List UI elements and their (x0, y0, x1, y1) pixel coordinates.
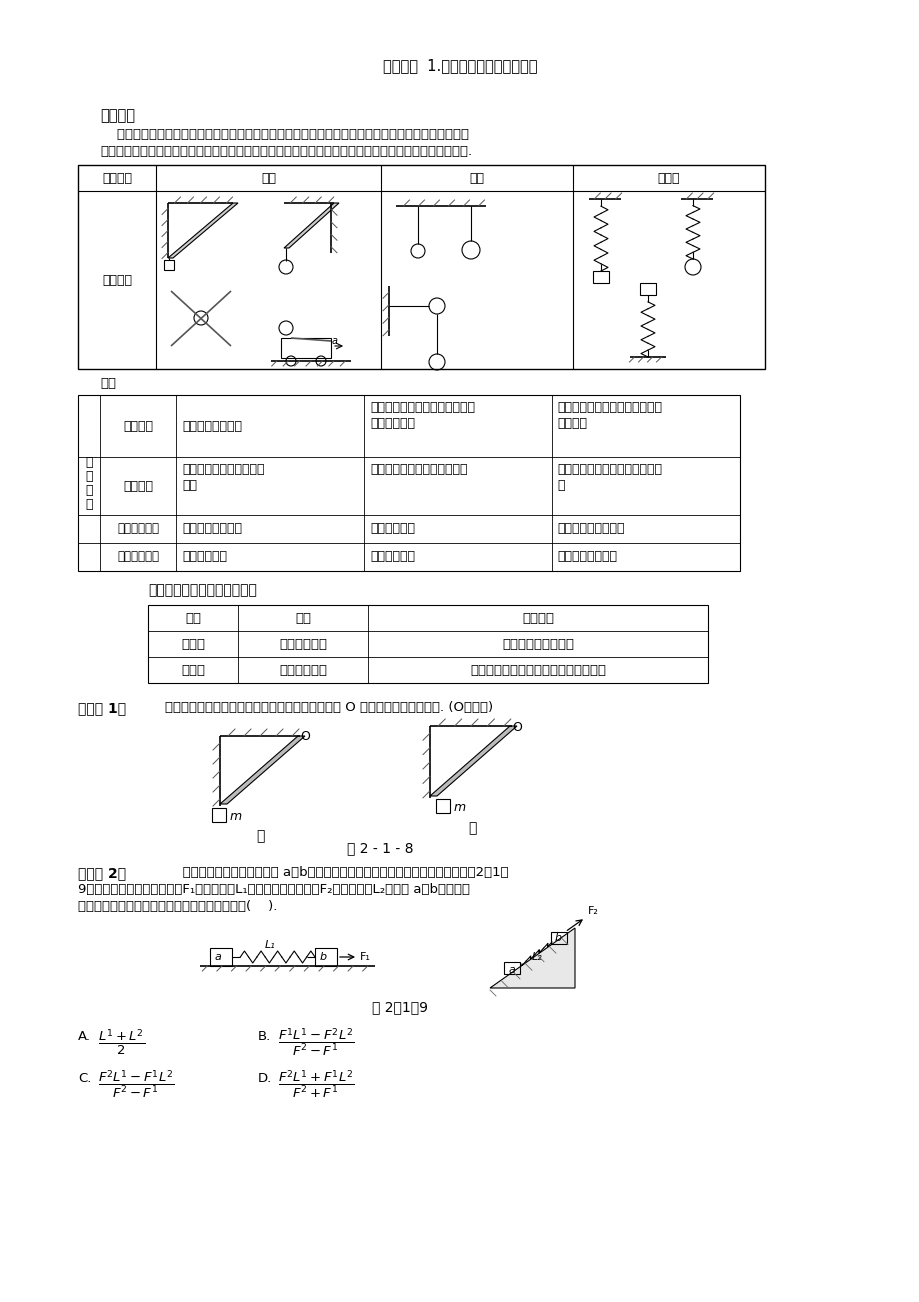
Text: 作用效果特点: 作用效果特点 (117, 522, 159, 535)
Text: 型: 型 (85, 470, 93, 483)
Bar (78, 165, 765, 368)
Text: 图 2－1－9: 图 2－1－9 (371, 1000, 427, 1014)
Text: 大小突变特点: 大小突变特点 (117, 551, 159, 564)
Text: O: O (300, 730, 310, 743)
Text: 轻绳: 轻绳 (469, 172, 484, 185)
Text: $\dfrac{L^{1}+L^{2}}{2}$: $\dfrac{L^{1}+L^{2}}{2}$ (98, 1027, 145, 1057)
Text: a: a (215, 952, 221, 962)
Text: m: m (453, 801, 466, 814)
Text: C.: C. (78, 1072, 91, 1085)
Text: 乙: 乙 (467, 822, 476, 835)
Text: L₂: L₂ (531, 952, 542, 962)
Text: 不一定沿杆方向，由物体所处状态决定: 不一定沿杆方向，由物体所处状态决定 (470, 664, 606, 677)
Text: 可提供拉力、推力: 可提供拉力、推力 (182, 522, 242, 535)
Text: 9所示，在水平面上时，力为F₁，弹簧长为L₁，在斜面上时，力为F₂，弹簧长为L₂，已知 a、b两物体与: 9所示，在水平面上时，力为F₁，弹簧长为L₁，在斜面上时，力为F₂，弹簧长为L₂… (78, 883, 470, 896)
Text: 可以发生突变: 可以发生突变 (369, 551, 414, 564)
Text: 柔软，只能发生微小形变，各处: 柔软，只能发生微小形变，各处 (369, 401, 474, 414)
Text: O: O (512, 721, 521, 734)
Text: 可以提供拉力、推力: 可以提供拉力、推力 (556, 522, 624, 535)
Bar (280, 339, 331, 358)
Text: 自由杆: 自由杆 (181, 638, 205, 651)
Text: 三种模型: 三种模型 (102, 172, 131, 185)
Text: 续表: 续表 (100, 378, 116, 391)
Polygon shape (220, 736, 305, 805)
Text: 甲、乙两图中的杆都保持静止，试画出甲、乙两图 O 点受杆的作用力的方向. (O为结点): 甲、乙两图中的杆都保持静止，试画出甲、乙两图 O 点受杆的作用力的方向. (O为… (165, 700, 493, 713)
Text: 固定杆: 固定杆 (181, 664, 205, 677)
Polygon shape (168, 203, 238, 258)
Polygon shape (490, 928, 574, 988)
Text: A.: A. (78, 1030, 91, 1043)
Text: 既可伸长，也可压缩，各处弹力: 既可伸长，也可压缩，各处弹力 (556, 401, 662, 414)
Polygon shape (284, 203, 338, 247)
Text: 只能沿绳，指向绳收缩的方向: 只能沿绳，指向绳收缩的方向 (369, 464, 467, 477)
Bar (593, 271, 608, 283)
Text: D.: D. (257, 1072, 272, 1085)
Text: F₂: F₂ (587, 906, 597, 915)
Text: 类型: 类型 (185, 612, 200, 625)
Text: 一轻弹簧两端分别连接物体 a、b，在水平力作用下共同向右做匀加速运动，如图2－1－: 一轻弹簧两端分别连接物体 a、b，在水平力作用下共同向右做匀加速运动，如图2－1… (170, 866, 508, 879)
Text: 点: 点 (85, 497, 93, 510)
Text: 模型图示: 模型图示 (102, 273, 131, 286)
Text: 特征: 特征 (295, 612, 311, 625)
Text: 张力大小相等: 张力大小相等 (369, 417, 414, 430)
Text: $\dfrac{F^{2}L^{1}+F^{1}L^{2}}{F^{2}+F^{1}}$: $\dfrac{F^{2}L^{1}+F^{1}L^{2}}{F^{2}+F^{… (278, 1068, 355, 1100)
Bar (211, 809, 226, 822)
Text: 方向: 方向 (182, 479, 197, 492)
Text: 【典例 2】: 【典例 2】 (78, 866, 126, 880)
Text: a: a (332, 336, 337, 346)
Text: 方向特点: 方向特点 (123, 479, 153, 492)
Text: 不能自由转动: 不能自由转动 (278, 664, 326, 677)
Text: 只能发生微小形变: 只能发生微小形变 (182, 419, 242, 432)
Bar (550, 932, 566, 944)
Text: 甲: 甲 (255, 829, 264, 842)
Text: 轻杆、轻绳、轻弹簧都是忽略质量的理想模型，与这三个模型相关的问题在高中物理中有相当重要的: 轻杆、轻绳、轻弹簧都是忽略质量的理想模型，与这三个模型相关的问题在高中物理中有相… (100, 128, 469, 141)
Text: 模型阐述: 模型阐述 (100, 108, 135, 122)
Bar (148, 605, 708, 684)
Text: 自由杆和固定杆中的弹力方向: 自由杆和固定杆中的弹力方向 (148, 583, 256, 598)
Polygon shape (429, 727, 516, 796)
Text: 一定沿弹簧轴线，与形变方向相: 一定沿弹簧轴线，与形变方向相 (556, 464, 662, 477)
Text: 不一定沿杆，可以是任意: 不一定沿杆，可以是任意 (182, 464, 265, 477)
Text: 轻杆: 轻杆 (261, 172, 276, 185)
Text: 一般不能发生突变: 一般不能发生突变 (556, 551, 617, 564)
Bar (436, 799, 449, 812)
Text: 轻弹簧: 轻弹簧 (657, 172, 679, 185)
Text: 形变特点: 形变特点 (123, 419, 153, 432)
Text: b: b (320, 952, 327, 962)
Bar (210, 948, 232, 966)
Text: 【典例 1】: 【典例 1】 (78, 700, 126, 715)
Text: a: a (508, 965, 515, 975)
Text: 杆受力一定沿杆方向: 杆受力一定沿杆方向 (502, 638, 573, 651)
Text: 物理建模  1.轻杆、轻绳、轻弹簧模型: 物理建模 1.轻杆、轻绳、轻弹簧模型 (382, 59, 537, 73)
Text: 反: 反 (556, 479, 564, 492)
Text: m: m (230, 810, 242, 823)
Text: F₁: F₁ (359, 952, 370, 962)
Text: L₁: L₁ (265, 940, 275, 950)
Bar (78, 395, 739, 572)
Text: 只能提供拉力: 只能提供拉力 (369, 522, 414, 535)
Text: 受力特征: 受力特征 (521, 612, 553, 625)
Text: 图 2 - 1 - 8: 图 2 - 1 - 8 (346, 841, 413, 855)
Text: b: b (554, 934, 561, 943)
Text: 接触面间的动摩擦因数相同，则轻弹簧的原长为(    ).: 接触面间的动摩擦因数相同，则轻弹簧的原长为( ). (78, 900, 277, 913)
Text: 特: 特 (85, 483, 93, 496)
Bar (504, 962, 519, 974)
Text: 模: 模 (85, 456, 93, 469)
Text: 地位，且涉及的情景综合性较强，物理过程复杂，能很好地考查学生的综合分析能力，是高考的常考问题.: 地位，且涉及的情景综合性较强，物理过程复杂，能很好地考查学生的综合分析能力，是高… (100, 145, 471, 158)
Text: B.: B. (257, 1030, 271, 1043)
Text: $\dfrac{F^{2}L^{1}-F^{1}L^{2}}{F^{2}-F^{1}}$: $\dfrac{F^{2}L^{1}-F^{1}L^{2}}{F^{2}-F^{… (98, 1068, 175, 1100)
Bar (640, 283, 655, 296)
Text: 大小相等: 大小相等 (556, 417, 586, 430)
Bar (314, 948, 336, 966)
Text: 可以自由转动: 可以自由转动 (278, 638, 326, 651)
Text: $\dfrac{F^{1}L^{1}-F^{2}L^{2}}{F^{2}-F^{1}}$: $\dfrac{F^{1}L^{1}-F^{2}L^{2}}{F^{2}-F^{… (278, 1026, 355, 1059)
Bar (164, 260, 174, 270)
Text: 可以发生突变: 可以发生突变 (182, 551, 227, 564)
